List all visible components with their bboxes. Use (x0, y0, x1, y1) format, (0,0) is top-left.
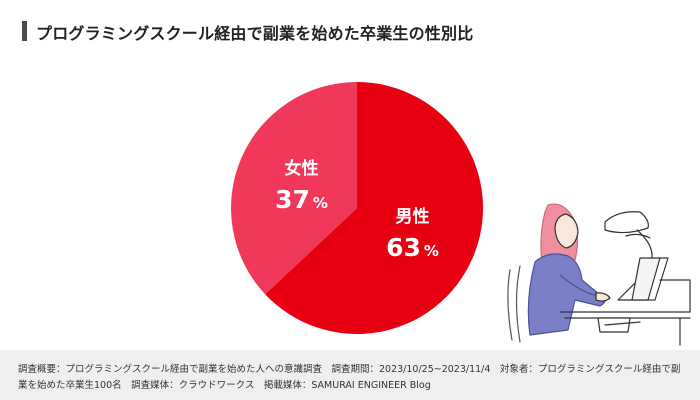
slice-value-0: 63% (386, 233, 439, 262)
slice-value-1: 37% (275, 185, 328, 214)
slice-label-1: 女性 (284, 158, 318, 179)
pie-labels: 男性 63 % 女性 37% (275, 158, 439, 262)
pie-slice-1 (231, 82, 357, 295)
pie-slice-0 (265, 82, 483, 334)
chart-title: プログラミングスクール経由で副業を始めた卒業生の性別比 (36, 24, 474, 43)
title-accent-bar (22, 21, 27, 41)
footer: 調査概要：プログラミングスクール経由で副業を始めた人への意識調査 調査期間：20… (0, 350, 700, 400)
pie-slices (231, 82, 483, 334)
slice-label-0: 男性 (396, 206, 430, 227)
survey-note: 調査概要：プログラミングスクール経由で副業を始めた人への意識調査 調査期間：20… (18, 364, 681, 391)
pie-chart: 男性 63 % 女性 37% (231, 82, 691, 346)
woman-at-laptop-illustration (507, 203, 691, 346)
